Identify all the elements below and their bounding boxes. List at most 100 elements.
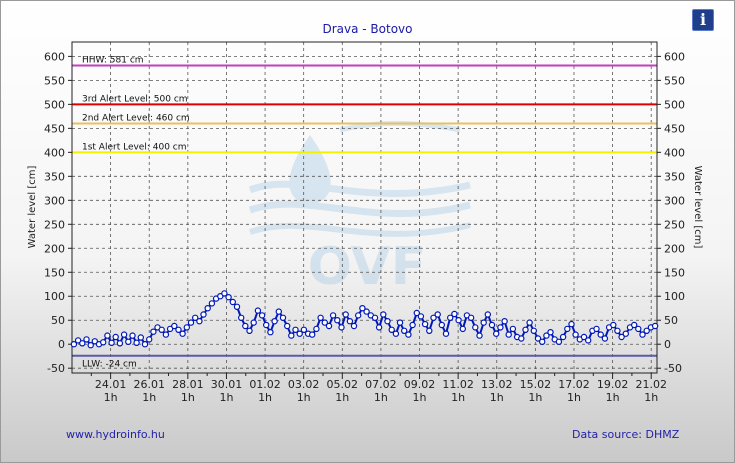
data-point bbox=[493, 330, 500, 337]
data-source-label: Data source: DHMZ bbox=[572, 428, 680, 441]
data-point bbox=[635, 325, 642, 333]
data-point bbox=[300, 326, 308, 333]
data-point bbox=[610, 321, 617, 329]
data-point bbox=[392, 330, 400, 337]
data-point bbox=[141, 341, 149, 348]
data-point bbox=[363, 308, 370, 315]
data-point bbox=[233, 303, 241, 310]
data-point bbox=[643, 327, 650, 334]
reference-line-label: 3rd Alert Level: 500 cm bbox=[82, 94, 188, 104]
data-point bbox=[405, 331, 412, 338]
x-tick-label-hour: 1h bbox=[606, 391, 620, 404]
data-point bbox=[292, 326, 299, 333]
y-tick-label-right: 450 bbox=[664, 122, 685, 135]
x-tick-label-date: 28.01 bbox=[172, 378, 204, 391]
data-point bbox=[350, 322, 358, 330]
data-point bbox=[639, 331, 646, 338]
data-point bbox=[321, 319, 328, 326]
data-point bbox=[129, 332, 136, 339]
x-tick-label-date: 26.01 bbox=[133, 378, 165, 391]
data-point bbox=[133, 339, 140, 346]
data-point bbox=[539, 338, 546, 345]
data-point bbox=[534, 335, 542, 342]
y-tick-label-right: 150 bbox=[664, 266, 685, 279]
x-tick-label-hour: 1h bbox=[374, 391, 388, 404]
data-point bbox=[359, 305, 366, 312]
data-point bbox=[597, 331, 604, 338]
data-point bbox=[593, 325, 600, 333]
data-point bbox=[158, 326, 165, 333]
data-point bbox=[246, 327, 253, 334]
data-point bbox=[225, 294, 232, 301]
data-point bbox=[547, 329, 554, 336]
x-tick-label-date: 07.02 bbox=[365, 378, 397, 391]
x-tick-label-date: 21.02 bbox=[635, 378, 667, 391]
data-point bbox=[572, 331, 579, 338]
data-point bbox=[325, 322, 333, 330]
data-point bbox=[413, 309, 420, 317]
data-point bbox=[150, 328, 157, 335]
data-point bbox=[459, 325, 466, 333]
data-point bbox=[467, 314, 475, 321]
data-point bbox=[271, 318, 278, 325]
data-point bbox=[530, 327, 538, 334]
data-point bbox=[568, 320, 575, 328]
data-point bbox=[522, 326, 529, 333]
data-point bbox=[329, 312, 337, 319]
data-point bbox=[417, 313, 425, 320]
reference-line-label: LLW: -24 cm bbox=[82, 360, 137, 370]
info-icon[interactable]: i bbox=[692, 9, 714, 31]
data-point bbox=[426, 327, 433, 334]
y-tick-label-right: -50 bbox=[664, 362, 682, 375]
data-point bbox=[501, 318, 508, 325]
data-point bbox=[221, 290, 228, 297]
x-tick-label-date: 03.02 bbox=[288, 378, 320, 391]
x-tick-label-date: 13.02 bbox=[481, 378, 513, 391]
y-tick-label: 300 bbox=[44, 194, 65, 207]
x-tick-label-date: 15.02 bbox=[520, 378, 552, 391]
data-point bbox=[509, 325, 517, 333]
data-point bbox=[179, 330, 186, 337]
y-tick-label: 100 bbox=[44, 290, 65, 303]
x-tick-label-hour: 1h bbox=[142, 391, 156, 404]
data-point bbox=[346, 318, 354, 325]
x-tick-label-hour: 1h bbox=[413, 391, 427, 404]
data-point bbox=[288, 332, 295, 339]
data-point bbox=[334, 317, 341, 324]
reference-line-label: HHW: 581 cm bbox=[82, 56, 144, 66]
y-tick-label-right: 350 bbox=[664, 170, 685, 183]
y-tick-label: 0 bbox=[58, 338, 65, 351]
data-point bbox=[83, 336, 90, 343]
data-point bbox=[580, 333, 588, 341]
data-point bbox=[564, 325, 571, 333]
y-tick-label-right: 100 bbox=[664, 290, 685, 303]
data-point bbox=[601, 335, 609, 342]
data-point bbox=[70, 341, 78, 348]
data-point bbox=[229, 298, 236, 306]
x-tick-label-hour: 1h bbox=[181, 391, 195, 404]
data-point bbox=[200, 311, 207, 318]
x-tick-label-hour: 1h bbox=[335, 391, 349, 404]
data-point bbox=[183, 324, 190, 331]
data-point bbox=[275, 308, 282, 315]
data-point bbox=[555, 338, 563, 345]
hydroinfo-link[interactable]: www.hydroinfo.hu bbox=[66, 428, 165, 441]
data-point bbox=[120, 331, 128, 338]
x-tick-label-date: 11.02 bbox=[442, 378, 474, 391]
data-point bbox=[254, 307, 262, 314]
data-point bbox=[296, 330, 303, 337]
y-tick-label: 500 bbox=[44, 98, 65, 111]
data-point bbox=[505, 331, 512, 338]
y-tick-label-right: 400 bbox=[664, 146, 685, 159]
data-point bbox=[631, 321, 638, 329]
data-point bbox=[74, 337, 82, 344]
y-tick-label: 600 bbox=[44, 50, 65, 63]
x-tick-label-date: 09.02 bbox=[404, 378, 436, 391]
data-point bbox=[317, 314, 324, 321]
data-point bbox=[162, 331, 170, 338]
y-tick-label-right: 50 bbox=[664, 314, 678, 327]
data-point bbox=[171, 322, 178, 330]
data-point bbox=[480, 319, 487, 326]
data-point bbox=[242, 322, 249, 330]
y-tick-label-right: 250 bbox=[664, 218, 685, 231]
